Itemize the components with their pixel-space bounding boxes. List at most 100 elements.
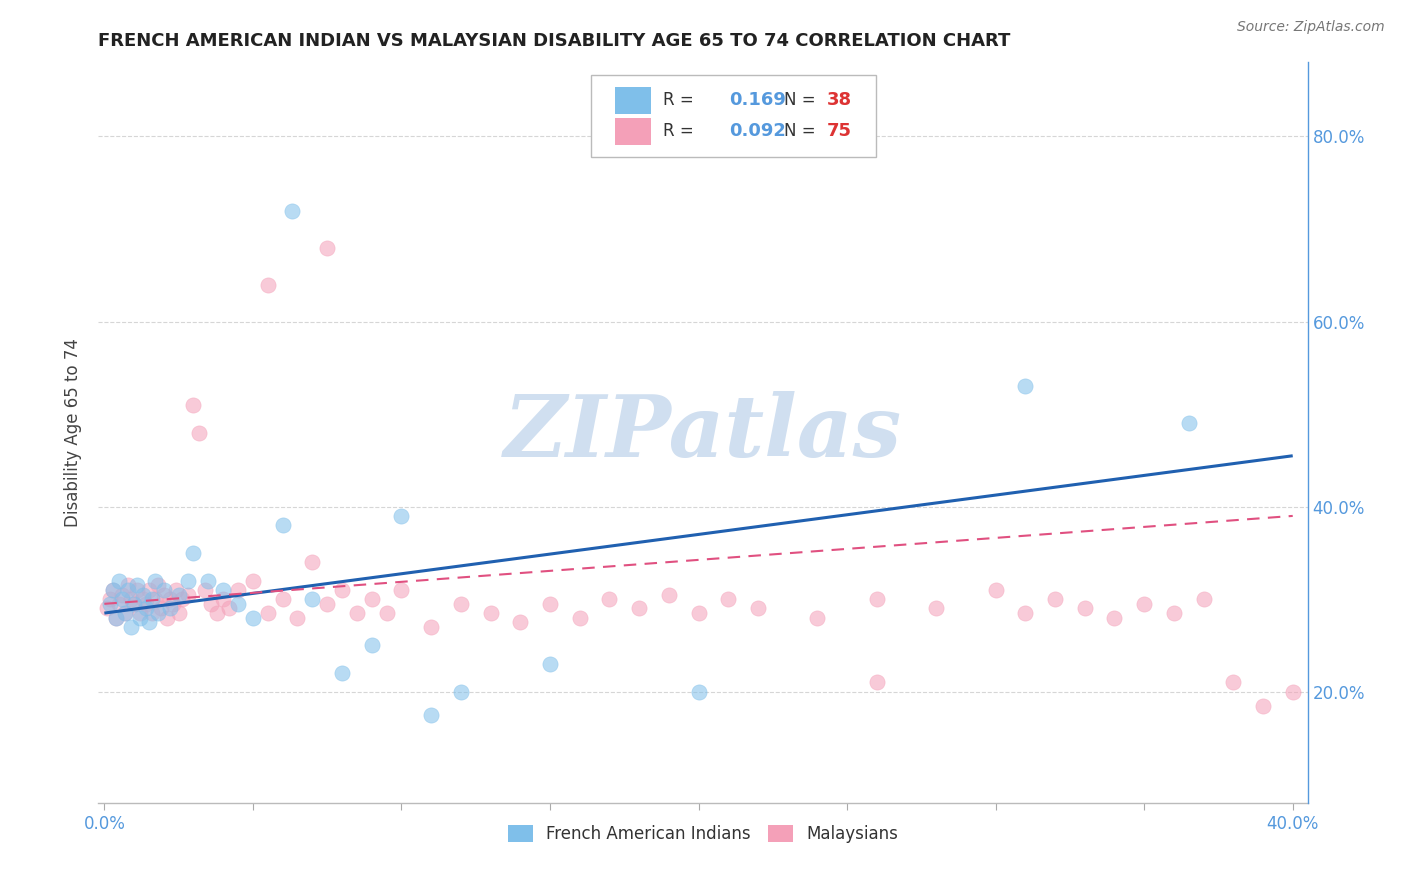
Point [628,601,651,615]
Point [98,592,121,607]
Point [226,582,249,597]
Point [105,610,128,624]
Point [125,578,148,592]
Point [111,588,134,602]
Point [200,597,222,611]
Point [1014,379,1036,393]
Point [509,615,531,630]
Point [141,592,163,607]
Point [132,592,155,607]
Text: 0.169: 0.169 [730,91,786,109]
Y-axis label: Disability Age 65 to 74: Disability Age 65 to 74 [65,338,83,527]
Point [391,582,413,597]
Text: 75: 75 [827,122,852,140]
Point [183,546,205,560]
Point [271,518,294,533]
Point [287,610,309,624]
Point [165,582,187,597]
Point [346,606,368,620]
Point [479,606,502,620]
Point [598,592,620,607]
Point [1043,592,1066,607]
Point [122,597,145,611]
Point [420,620,443,634]
Point [1074,601,1097,615]
Point [806,610,828,624]
Text: FRENCH AMERICAN INDIAN VS MALAYSIAN DISABILITY AGE 65 TO 74 CORRELATION CHART: FRENCH AMERICAN INDIAN VS MALAYSIAN DISA… [98,32,1011,50]
Point [141,606,163,620]
Text: N =: N = [785,122,815,140]
Point [159,601,181,615]
Point [103,582,125,597]
Point [120,620,142,634]
Point [149,601,172,615]
Point [120,592,142,607]
Point [117,582,139,597]
Point [96,601,118,615]
Point [316,240,339,254]
Point [218,601,240,615]
Point [256,277,278,292]
Point [1163,606,1185,620]
Point [360,592,382,607]
Point [170,592,193,607]
Point [688,606,710,620]
Point [122,597,145,611]
Point [156,610,179,624]
Point [188,425,211,440]
Point [568,610,591,624]
Point [212,592,235,607]
Point [242,574,264,588]
Point [212,582,235,597]
Point [538,657,561,671]
Point [301,555,323,569]
Text: Source: ZipAtlas.com: Source: ZipAtlas.com [1237,20,1385,34]
Point [256,606,278,620]
FancyBboxPatch shape [591,75,876,157]
Point [450,685,472,699]
Text: N =: N = [785,91,815,109]
Point [176,588,198,602]
Point [135,597,157,611]
Point [717,592,740,607]
Point [103,582,125,597]
Point [159,592,181,607]
Point [183,398,205,412]
Point [301,592,323,607]
Point [114,606,136,620]
Point [538,597,561,611]
Point [1133,597,1156,611]
Point [135,601,157,615]
Point [316,597,339,611]
Point [450,597,472,611]
Point [1104,610,1126,624]
Text: R =: R = [664,91,699,109]
Legend: French American Indians, Malaysians: French American Indians, Malaysians [502,819,904,850]
Point [207,606,229,620]
Point [984,582,1007,597]
Point [1177,417,1199,431]
Point [688,685,710,699]
Point [226,597,249,611]
Point [1222,675,1244,690]
Point [747,601,769,615]
Point [330,666,353,681]
Point [271,592,294,607]
Point [138,615,160,630]
Point [866,592,889,607]
Point [330,582,353,597]
Point [117,578,139,592]
Point [167,588,190,602]
Point [114,606,136,620]
Point [132,588,155,602]
Point [146,578,169,592]
Point [176,574,198,588]
Point [129,606,152,620]
FancyBboxPatch shape [614,118,651,145]
Point [108,597,131,611]
Point [143,592,166,607]
Text: 38: 38 [827,91,852,109]
Point [197,574,219,588]
Point [152,582,174,597]
Point [925,601,948,615]
